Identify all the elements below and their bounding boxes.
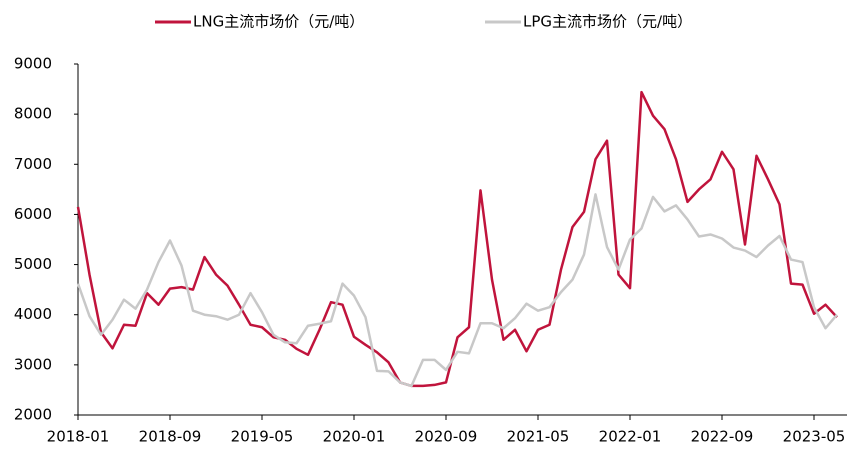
- x-tick-label: 2022-01: [599, 428, 662, 446]
- legend-label: LNG主流市场价（元/吨）: [193, 13, 364, 31]
- y-tick-label: 2000: [14, 406, 52, 424]
- legend-label: LPG主流市场价（元/吨）: [523, 13, 692, 31]
- x-tick-label: 2023-05: [783, 428, 846, 446]
- y-tick-label: 9000: [14, 55, 52, 73]
- series-line: [76, 90, 838, 388]
- x-tick-label: 2020-09: [415, 428, 478, 446]
- x-tick-label: 2022-09: [691, 428, 754, 446]
- x-tick-label: 2019-05: [231, 428, 294, 446]
- x-tick-label: 2021-05: [507, 428, 570, 446]
- y-tick-label: 7000: [14, 155, 52, 173]
- y-tick-label: 6000: [14, 205, 52, 223]
- y-tick-label: 5000: [14, 255, 52, 273]
- y-tick-label: 8000: [14, 105, 52, 123]
- y-tick-label: 3000: [14, 355, 52, 373]
- x-tick-label: 2018-09: [139, 428, 202, 446]
- y-tick-label: 4000: [14, 305, 52, 323]
- x-tick-label: 2020-01: [323, 428, 386, 446]
- x-tick-label: 2018-01: [47, 428, 110, 446]
- series-line: [76, 193, 838, 388]
